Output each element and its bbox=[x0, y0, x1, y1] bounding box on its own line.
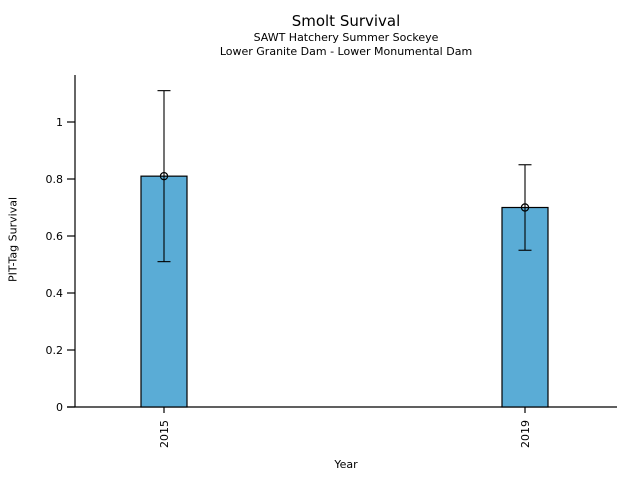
x-tick-label: 2019 bbox=[519, 420, 532, 448]
point-marker-open-circle bbox=[520, 203, 530, 212]
y-tick-label: 0.4 bbox=[46, 287, 64, 300]
y-tick-label: 0.8 bbox=[46, 173, 64, 186]
x-tick-label: 2015 bbox=[158, 420, 171, 448]
y-tick-label: 1 bbox=[56, 116, 63, 129]
y-tick-label: 0 bbox=[56, 401, 63, 414]
point-marker-open-circle bbox=[159, 171, 169, 181]
chart-title: Smolt Survival bbox=[291, 12, 401, 30]
y-tick-label: 0.2 bbox=[46, 344, 64, 357]
chart-subtitle-line2: Lower Granite Dam - Lower Monumental Dam bbox=[219, 45, 473, 58]
y-tick-label: 0.6 bbox=[46, 230, 64, 243]
chart-subtitle-line1: SAWT Hatchery Summer Sockeye bbox=[253, 31, 439, 44]
x-axis-label: Year bbox=[334, 458, 358, 471]
